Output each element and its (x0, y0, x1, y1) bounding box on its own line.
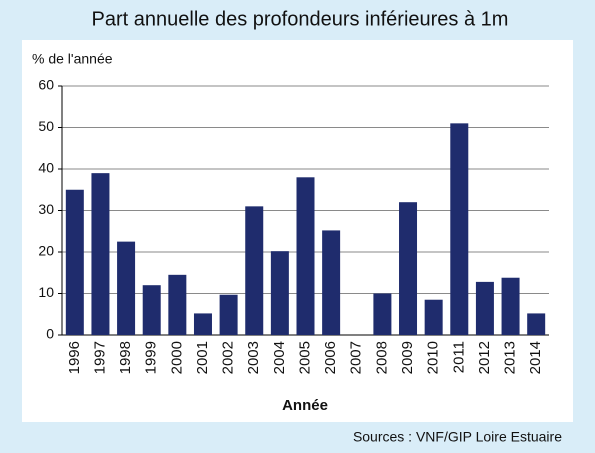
bar (450, 123, 469, 335)
x-tick-label: 2011 (450, 341, 467, 373)
x-tick-label: 2008 (373, 341, 390, 374)
x-tick-label: 2005 (296, 341, 313, 374)
x-tick-label: 2001 (194, 341, 211, 374)
x-tick-label: 2006 (322, 341, 339, 374)
bar (322, 230, 341, 335)
x-tick-label: 2004 (271, 341, 288, 374)
bar (193, 313, 212, 335)
x-tick-label: 2013 (502, 341, 519, 374)
bar (296, 177, 315, 335)
x-tick-label: 1999 (143, 341, 160, 374)
bar (373, 293, 392, 335)
x-tick-label: 2002 (220, 341, 237, 374)
bar (424, 299, 443, 335)
bar (399, 202, 418, 335)
x-tick-label: 1997 (91, 341, 108, 374)
x-tick-label: 2012 (476, 341, 493, 374)
source: Sources : VNF/GIP Loire Estuaire (353, 429, 562, 445)
y-tick-label: 20 (38, 243, 54, 259)
x-tick-label: 2000 (168, 341, 185, 374)
y-tick-label: 40 (38, 160, 54, 176)
x-tick-label: 2014 (527, 341, 544, 374)
bar (91, 173, 110, 335)
chart-title: Part annuelle des profondeurs inférieure… (92, 8, 509, 30)
y-tick-label: 60 (38, 77, 54, 93)
bar (168, 274, 187, 335)
y-tick-label: 50 (38, 118, 54, 134)
x-axis-label: Année (282, 397, 328, 414)
x-tick-label: 2010 (425, 341, 442, 374)
x-tick-label: 2009 (399, 341, 416, 374)
bar (117, 241, 136, 335)
bar (142, 285, 161, 335)
x-tick-label: 1996 (66, 341, 83, 374)
bar (527, 313, 546, 335)
bar (475, 281, 494, 335)
bar (245, 206, 264, 335)
x-tick-label: 2003 (245, 341, 262, 374)
bar (65, 189, 84, 335)
y-axis-label: % de l'année (32, 51, 113, 67)
x-tick-label: 1998 (117, 341, 134, 374)
y-tick-label: 30 (38, 201, 54, 217)
bar (501, 277, 520, 335)
bar (270, 251, 289, 335)
x-tick-label: 2007 (348, 341, 365, 374)
bar (219, 294, 238, 335)
y-tick-label: 10 (38, 284, 54, 300)
y-tick-label: 0 (46, 326, 54, 342)
